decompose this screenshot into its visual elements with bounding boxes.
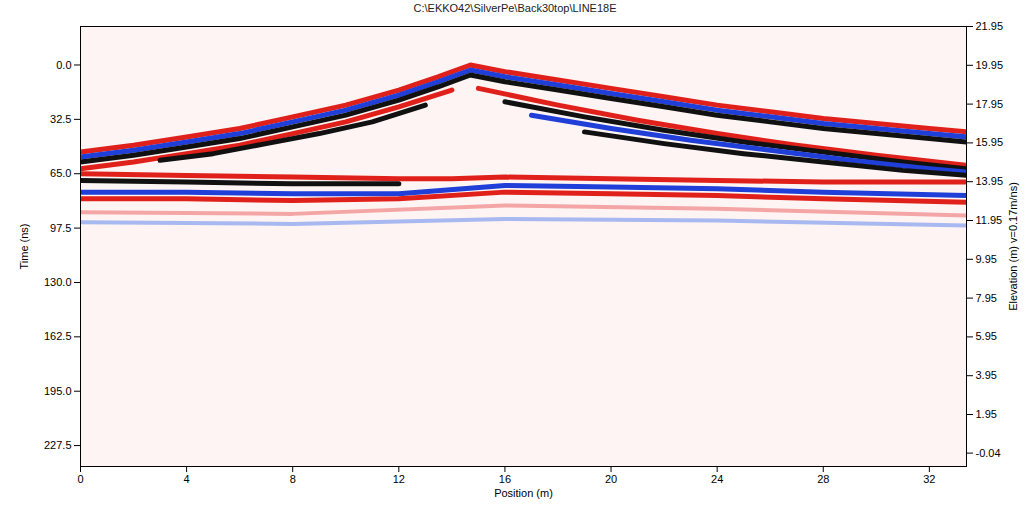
- svg-text:16: 16: [499, 473, 511, 485]
- svg-text:5.95: 5.95: [976, 330, 997, 342]
- svg-text:19.95: 19.95: [976, 59, 1004, 71]
- svg-text:15.95: 15.95: [976, 136, 1004, 148]
- svg-text:0.0: 0.0: [56, 58, 71, 70]
- svg-text:97.5: 97.5: [50, 222, 71, 234]
- svg-text:7.95: 7.95: [976, 292, 997, 304]
- svg-text:17.95: 17.95: [976, 98, 1004, 110]
- svg-text:13.95: 13.95: [976, 175, 1004, 187]
- svg-text:20: 20: [605, 473, 617, 485]
- svg-text:9.95: 9.95: [976, 253, 997, 265]
- svg-text:32.5: 32.5: [50, 113, 71, 125]
- svg-text:-0.04: -0.04: [976, 447, 1001, 459]
- svg-text:8: 8: [290, 473, 296, 485]
- svg-text:0: 0: [77, 473, 83, 485]
- html-text:C:\EKKO42\SilverPe\Back30top\L: C:\EKKO42\SilverPe\Back30top\LINE18E: [413, 2, 617, 14]
- svg-text:32: 32: [923, 473, 935, 485]
- svg-text:4: 4: [184, 473, 190, 485]
- svg-text:21.95: 21.95: [976, 20, 1004, 32]
- svg-text:28: 28: [817, 473, 829, 485]
- svg-text:12: 12: [393, 473, 405, 485]
- svg-text:1.95: 1.95: [976, 408, 997, 420]
- svg-text:Elevation (m) v=0.17m/ns): Elevation (m) v=0.17m/ns): [1007, 182, 1019, 311]
- svg-text:3.95: 3.95: [976, 369, 997, 381]
- svg-text:24: 24: [711, 473, 723, 485]
- svg-text:130.0: 130.0: [44, 276, 72, 288]
- svg-text:Position (m): Position (m): [494, 487, 553, 499]
- svg-text:11.95: 11.95: [976, 214, 1003, 226]
- svg-text:162.5: 162.5: [44, 330, 72, 342]
- svg-text:65.0: 65.0: [50, 167, 71, 179]
- svg-text:Time (ns): Time (ns): [18, 223, 30, 269]
- svg-text:227.5: 227.5: [44, 439, 72, 451]
- svg-text:195.0: 195.0: [44, 385, 72, 397]
